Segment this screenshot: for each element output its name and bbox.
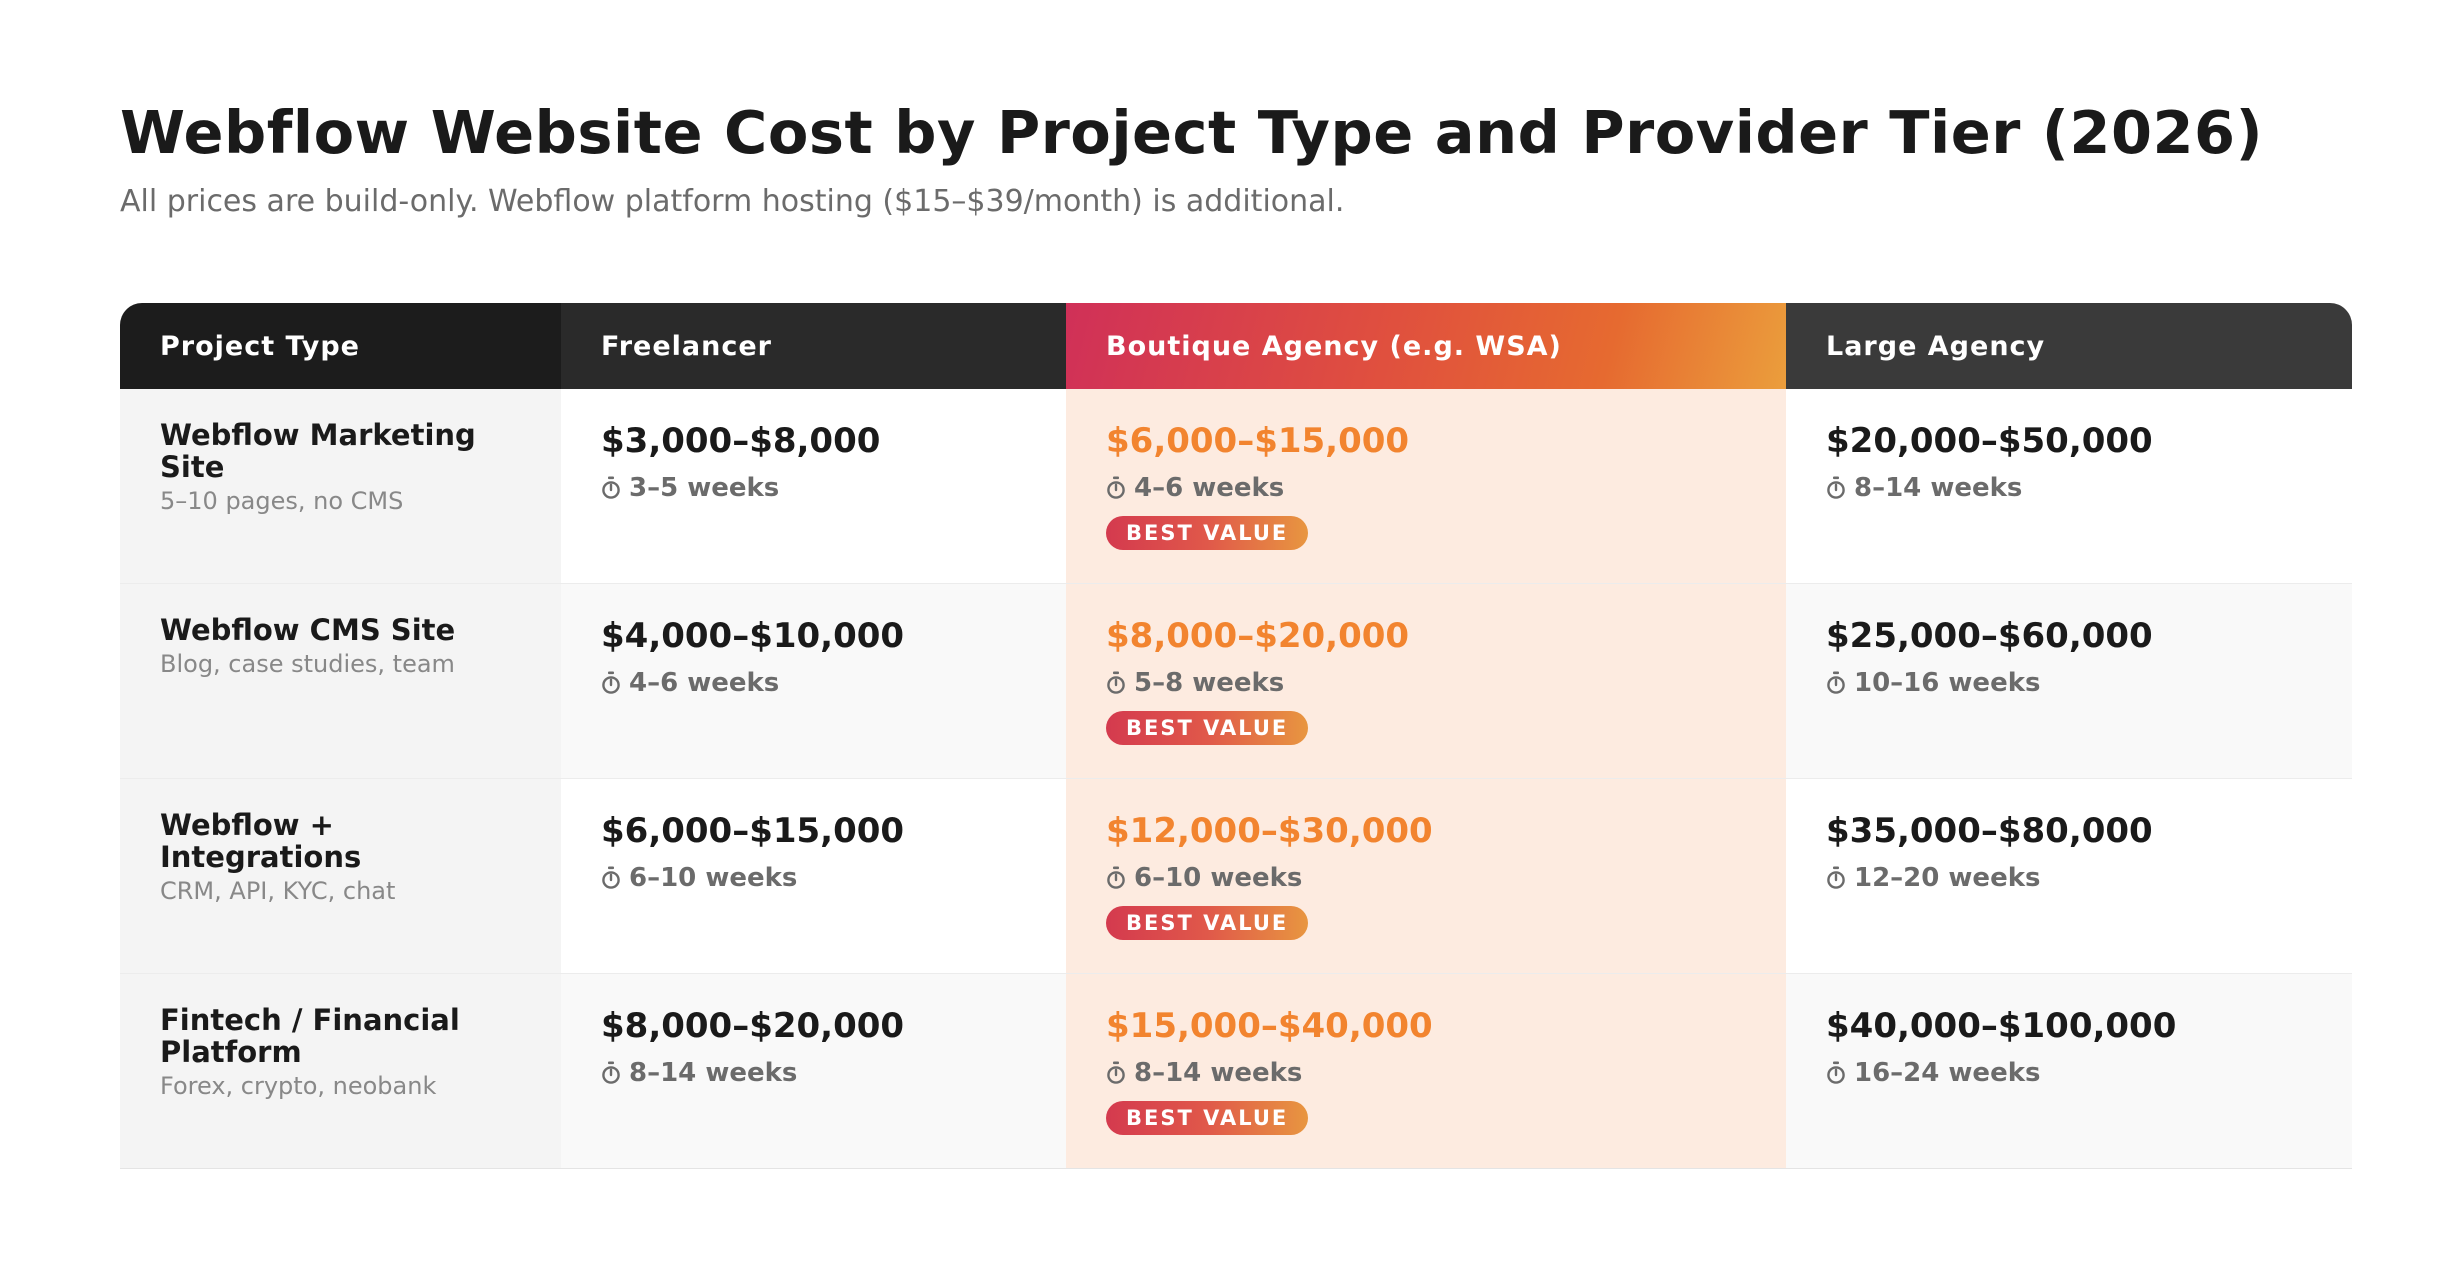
- boutique-agency-cell: $6,000–$15,000 4–6 weeks BEST VALUE: [1066, 389, 1786, 583]
- table-row: Webflow + Integrations CRM, API, KYC, cha…: [120, 779, 2352, 974]
- boutique-agency-price: $8,000–$20,000: [1106, 616, 1410, 656]
- header-large-agency: Large Agency: [1786, 303, 2352, 389]
- table-row: Webflow Marketing Site 5–10 pages, no CMS…: [120, 389, 2352, 584]
- freelancer-cell: $3,000–$8,000 3–5 weeks: [561, 389, 1066, 583]
- freelancer-duration: 3–5 weeks: [601, 473, 779, 503]
- chart-title: Webflow Website Cost by Project Type and…: [120, 98, 2264, 167]
- large-agency-price: $35,000–$80,000: [1826, 811, 2153, 851]
- stopwatch-icon: [1107, 866, 1125, 889]
- freelancer-duration: 8–14 weeks: [601, 1058, 797, 1088]
- large-agency-cell: $20,000–$50,000 8–14 weeks: [1786, 389, 2352, 583]
- table-body: Webflow Marketing Site 5–10 pages, no CMS…: [120, 389, 2352, 1169]
- duration-text: 8–14 weeks: [1854, 473, 2023, 503]
- duration-text: 12–20 weeks: [1854, 863, 2041, 893]
- project-type-description: 5–10 pages, no CMS: [160, 487, 404, 515]
- large-agency-price: $40,000–$100,000: [1826, 1006, 2177, 1046]
- large-agency-cell: $25,000–$60,000 10–16 weeks: [1786, 584, 2352, 778]
- best-value-badge: BEST VALUE: [1106, 711, 1309, 745]
- boutique-agency-price: $12,000–$30,000: [1106, 811, 1433, 851]
- header-boutique-agency: Boutique Agency (e.g. WSA): [1066, 303, 1786, 389]
- project-type-name: Fintech / Financial Platform: [160, 1003, 460, 1069]
- project-type-description: Forex, crypto, neobank: [160, 1072, 437, 1100]
- large-agency-duration: 10–16 weeks: [1826, 668, 2040, 698]
- boutique-agency-price: $6,000–$15,000: [1106, 421, 1410, 461]
- boutique-agency-duration: 5–8 weeks: [1106, 668, 1284, 698]
- table-header-row: Project Type Freelancer Boutique Agency …: [120, 303, 2352, 389]
- project-type-name: Webflow + Integrations: [160, 808, 362, 874]
- freelancer-price: $6,000–$15,000: [601, 811, 905, 851]
- best-value-badge: BEST VALUE: [1106, 906, 1309, 940]
- stopwatch-icon: [602, 671, 620, 694]
- duration-text: 4–6 weeks: [629, 668, 780, 698]
- boutique-agency-cell: $15,000–$40,000 8–14 weeks BEST VALUE: [1066, 974, 1786, 1168]
- boutique-agency-cell: $8,000–$20,000 5–8 weeks BEST VALUE: [1066, 584, 1786, 778]
- project-type-cell: Webflow Marketing Site 5–10 pages, no CMS: [120, 389, 561, 583]
- boutique-agency-duration: 6–10 weeks: [1106, 863, 1302, 893]
- freelancer-price: $8,000–$20,000: [601, 1006, 905, 1046]
- duration-text: 4–6 weeks: [1134, 473, 1285, 503]
- freelancer-cell: $4,000–$10,000 4–6 weeks: [561, 584, 1066, 778]
- boutique-agency-duration: 8–14 weeks: [1106, 1058, 1302, 1088]
- header-project-type: Project Type: [120, 303, 561, 389]
- project-type-name: Webflow Marketing Site: [160, 418, 476, 484]
- project-type-cell: Fintech / Financial Platform Forex, crypt…: [120, 974, 561, 1168]
- freelancer-duration: 4–6 weeks: [601, 668, 779, 698]
- stopwatch-icon: [1827, 476, 1845, 499]
- table-row: Fintech / Financial Platform Forex, crypt…: [120, 974, 2352, 1169]
- duration-text: 8–14 weeks: [629, 1058, 798, 1088]
- duration-text: 6–10 weeks: [1134, 863, 1303, 893]
- header-freelancer: Freelancer: [561, 303, 1066, 389]
- large-agency-cell: $35,000–$80,000 12–20 weeks: [1786, 779, 2352, 973]
- duration-text: 16–24 weeks: [1854, 1058, 2041, 1088]
- stopwatch-icon: [1107, 1061, 1125, 1084]
- cost-table: Project Type Freelancer Boutique Agency …: [120, 303, 2352, 1169]
- boutique-agency-duration: 4–6 weeks: [1106, 473, 1284, 503]
- duration-text: 10–16 weeks: [1854, 668, 2041, 698]
- boutique-agency-price: $15,000–$40,000: [1106, 1006, 1433, 1046]
- freelancer-price: $4,000–$10,000: [601, 616, 905, 656]
- chart-subtitle: All prices are build-only. Webflow platf…: [120, 184, 1345, 219]
- project-type-name: Webflow CMS Site: [160, 613, 456, 647]
- large-agency-price: $20,000–$50,000: [1826, 421, 2153, 461]
- large-agency-duration: 8–14 weeks: [1826, 473, 2022, 503]
- stopwatch-icon: [1827, 1061, 1845, 1084]
- best-value-badge: BEST VALUE: [1106, 516, 1309, 550]
- best-value-badge: BEST VALUE: [1106, 1101, 1309, 1135]
- project-type-description: CRM, API, KYC, chat: [160, 877, 396, 905]
- duration-text: 5–8 weeks: [1134, 668, 1285, 698]
- large-agency-price: $25,000–$60,000: [1826, 616, 2153, 656]
- large-agency-cell: $40,000–$100,000 16–24 weeks: [1786, 974, 2352, 1168]
- freelancer-cell: $6,000–$15,000 6–10 weeks: [561, 779, 1066, 973]
- stopwatch-icon: [602, 476, 620, 499]
- duration-text: 8–14 weeks: [1134, 1058, 1303, 1088]
- large-agency-duration: 12–20 weeks: [1826, 863, 2040, 893]
- project-type-cell: Webflow CMS Site Blog, case studies, team: [120, 584, 561, 778]
- project-type-cell: Webflow + Integrations CRM, API, KYC, cha…: [120, 779, 561, 973]
- table-row: Webflow CMS Site Blog, case studies, team…: [120, 584, 2352, 779]
- stopwatch-icon: [1107, 476, 1125, 499]
- boutique-agency-cell: $12,000–$30,000 6–10 weeks BEST VALUE: [1066, 779, 1786, 973]
- duration-text: 6–10 weeks: [629, 863, 798, 893]
- freelancer-cell: $8,000–$20,000 8–14 weeks: [561, 974, 1066, 1168]
- freelancer-duration: 6–10 weeks: [601, 863, 797, 893]
- large-agency-duration: 16–24 weeks: [1826, 1058, 2040, 1088]
- duration-text: 3–5 weeks: [629, 473, 780, 503]
- project-type-description: Blog, case studies, team: [160, 650, 455, 678]
- freelancer-price: $3,000–$8,000: [601, 421, 881, 461]
- stopwatch-icon: [602, 1061, 620, 1084]
- stopwatch-icon: [1827, 866, 1845, 889]
- stopwatch-icon: [1827, 671, 1845, 694]
- stopwatch-icon: [602, 866, 620, 889]
- stopwatch-icon: [1107, 671, 1125, 694]
